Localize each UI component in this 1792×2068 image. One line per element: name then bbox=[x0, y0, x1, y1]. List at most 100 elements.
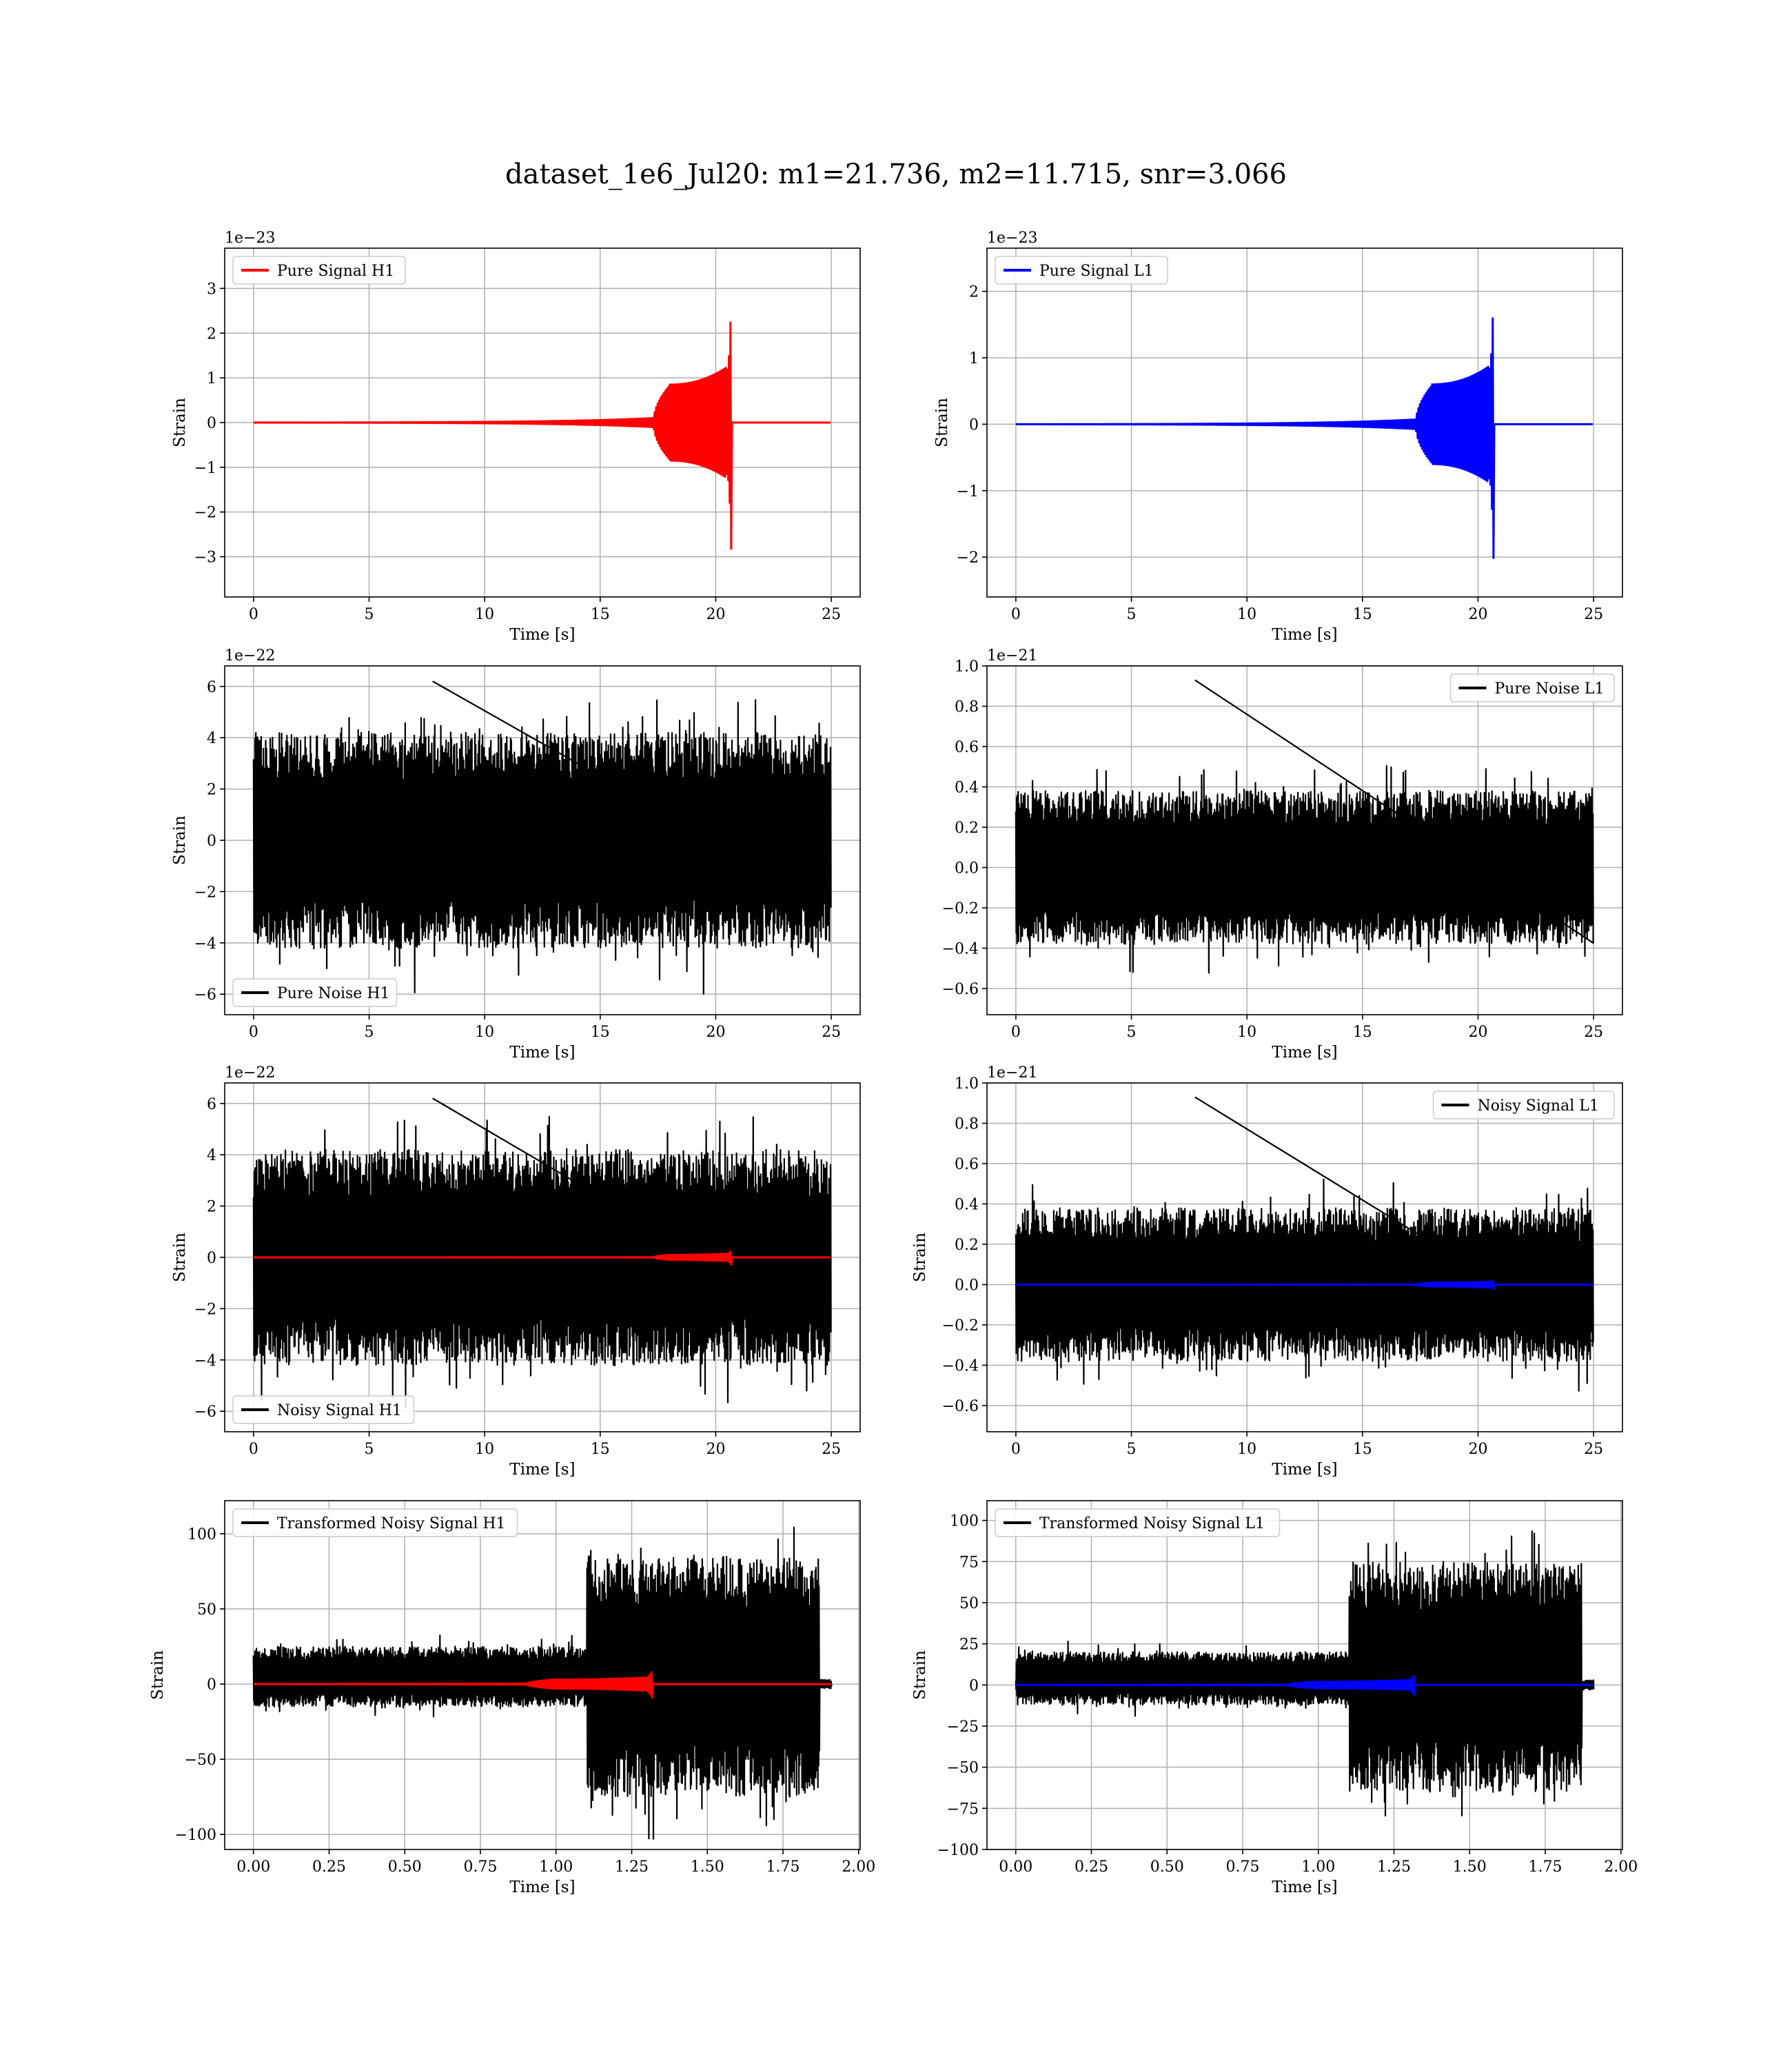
x-tick-label: 1.75 bbox=[1529, 1858, 1562, 1876]
series-line-2 bbox=[1015, 1674, 1594, 1696]
legend-label: Noisy Signal H1 bbox=[277, 1402, 402, 1419]
x-tick-label: 5 bbox=[1127, 1024, 1137, 1041]
y-tick-label: −6 bbox=[194, 986, 216, 1004]
x-tick-label: 0.75 bbox=[464, 1858, 498, 1876]
x-tick-label: 25 bbox=[1584, 1024, 1603, 1041]
figure-title: dataset_1e6_Jul20: m1=21.736, m2=11.715,… bbox=[505, 159, 1287, 190]
x-tick-label: 15 bbox=[1353, 606, 1372, 623]
y-axis-label: Strain bbox=[171, 815, 189, 865]
plot-area bbox=[252, 1526, 833, 1840]
x-tick-label: 1.00 bbox=[1301, 1858, 1335, 1876]
series-line-1 bbox=[253, 321, 831, 550]
x-tick-label: 5 bbox=[365, 1024, 374, 1041]
y-tick-label: −6 bbox=[194, 1403, 216, 1421]
y-tick-label: 1.0 bbox=[955, 1075, 979, 1093]
x-tick-label: 15 bbox=[591, 1024, 610, 1041]
y-tick-label: 25 bbox=[959, 1636, 979, 1654]
y-axis-label: Strain bbox=[933, 398, 951, 447]
legend: Pure Signal H1 bbox=[232, 256, 406, 285]
plot-area bbox=[252, 1097, 832, 1408]
y-tick-label: 0 bbox=[207, 1250, 216, 1267]
y-tick-label: 50 bbox=[197, 1601, 216, 1619]
y-tick-label: −0.2 bbox=[942, 1317, 979, 1335]
y-tick-label: −3 bbox=[194, 549, 216, 567]
legend-box bbox=[1449, 673, 1615, 702]
legend: Noisy Signal L1 bbox=[1432, 1091, 1615, 1119]
offset-text: 1e−21 bbox=[987, 647, 1037, 665]
y-tick-label: 6 bbox=[207, 1096, 216, 1113]
legend: Transformed Noisy Signal L1 bbox=[995, 1508, 1281, 1537]
legend-label: Pure Signal L1 bbox=[1039, 263, 1154, 280]
legend-label: Noisy Signal L1 bbox=[1478, 1097, 1599, 1115]
y-tick-label: −2 bbox=[194, 884, 216, 901]
y-tick-label: 0 bbox=[969, 416, 979, 434]
y-tick-label: 0.6 bbox=[955, 1156, 979, 1173]
axes-frame bbox=[986, 247, 1623, 598]
y-tick-label: −100 bbox=[937, 1842, 979, 1859]
y-tick-label: 0.8 bbox=[955, 1115, 979, 1133]
series-line-1 bbox=[252, 680, 832, 995]
x-axis-label: Time [s] bbox=[1272, 1461, 1337, 1479]
y-tick-label: 0 bbox=[969, 1677, 979, 1694]
y-tick-label: −0.6 bbox=[942, 981, 979, 998]
y-tick-label: 75 bbox=[959, 1554, 979, 1571]
y-axis-label: Strain bbox=[171, 1233, 189, 1282]
series-line-1 bbox=[1015, 317, 1594, 559]
axes-frame bbox=[986, 1500, 1623, 1850]
panel-pure-signal-l1: 0 5 10 15 20 25 −2 −1 0 1 2 Time [s] Strain 1e−23Pure… bbox=[933, 230, 1623, 644]
series-line-1 bbox=[252, 1526, 833, 1840]
y-tick-label: 2 bbox=[969, 284, 979, 301]
x-tick-label: 1.50 bbox=[691, 1858, 724, 1876]
x-tick-label: 0.50 bbox=[1150, 1858, 1184, 1876]
y-tick-label: 1.0 bbox=[955, 658, 979, 676]
series-line-1 bbox=[252, 1097, 832, 1408]
legend-box bbox=[1432, 1091, 1615, 1119]
x-tick-label: 25 bbox=[822, 1441, 841, 1458]
legend-box bbox=[232, 256, 406, 285]
y-tick-label: 0.4 bbox=[955, 1196, 979, 1213]
y-tick-label: 1 bbox=[207, 370, 216, 387]
offset-text: 1e−23 bbox=[987, 230, 1037, 247]
y-tick-label: 0 bbox=[207, 415, 216, 432]
x-axis-label: Time [s] bbox=[1272, 1878, 1337, 1896]
x-tick-label: 1.75 bbox=[766, 1858, 800, 1876]
y-tick-label: 0 bbox=[207, 1676, 216, 1694]
x-tick-label: 0.00 bbox=[999, 1858, 1032, 1876]
x-tick-label: 1.25 bbox=[615, 1858, 649, 1876]
x-tick-label: 0 bbox=[249, 606, 258, 623]
y-tick-label: −2 bbox=[194, 1301, 216, 1318]
legend-box bbox=[995, 256, 1168, 285]
y-tick-label: 0.2 bbox=[955, 1237, 979, 1254]
x-tick-label: 5 bbox=[1127, 1441, 1137, 1458]
series-line-1 bbox=[1015, 679, 1594, 974]
offset-text: 1e−21 bbox=[987, 1064, 1037, 1082]
x-tick-label: 1.25 bbox=[1377, 1858, 1411, 1876]
plot-area bbox=[1015, 679, 1594, 974]
y-tick-label: 6 bbox=[207, 679, 216, 696]
y-tick-label: −0.4 bbox=[942, 940, 979, 957]
y-tick-label: −100 bbox=[175, 1827, 216, 1844]
x-tick-label: 2.00 bbox=[842, 1858, 875, 1876]
axes-frame bbox=[224, 1500, 861, 1850]
y-tick-label: 4 bbox=[207, 1147, 216, 1164]
plot-area bbox=[253, 321, 831, 550]
x-tick-label: 10 bbox=[475, 606, 494, 623]
x-tick-label: 5 bbox=[365, 1441, 374, 1458]
legend-label: Pure Noise H1 bbox=[277, 985, 390, 1002]
y-tick-label: −0.2 bbox=[942, 900, 979, 918]
x-tick-label: 1.00 bbox=[539, 1858, 573, 1876]
x-tick-label: 25 bbox=[1584, 1441, 1603, 1458]
series-line-2 bbox=[1015, 1279, 1594, 1290]
y-tick-label: 1 bbox=[969, 350, 979, 367]
y-tick-label: 0 bbox=[207, 833, 216, 850]
y-tick-label: 2 bbox=[207, 325, 216, 343]
offset-text: 1e−23 bbox=[225, 230, 275, 247]
y-axis-label: Strain bbox=[171, 398, 189, 447]
panel-pure-noise-l1: 0 5 10 15 20 25 −0.6 −0.4 −0.2 0.0 0.2 0.4 0.6 0.8 1.0… bbox=[942, 647, 1623, 1062]
x-tick-label: 2.00 bbox=[1604, 1858, 1638, 1876]
y-axis-label: Strain bbox=[911, 1233, 929, 1282]
x-tick-label: 0.50 bbox=[388, 1858, 422, 1876]
y-tick-label: 0.0 bbox=[955, 1277, 979, 1294]
legend: Transformed Noisy Signal H1 bbox=[232, 1508, 518, 1537]
